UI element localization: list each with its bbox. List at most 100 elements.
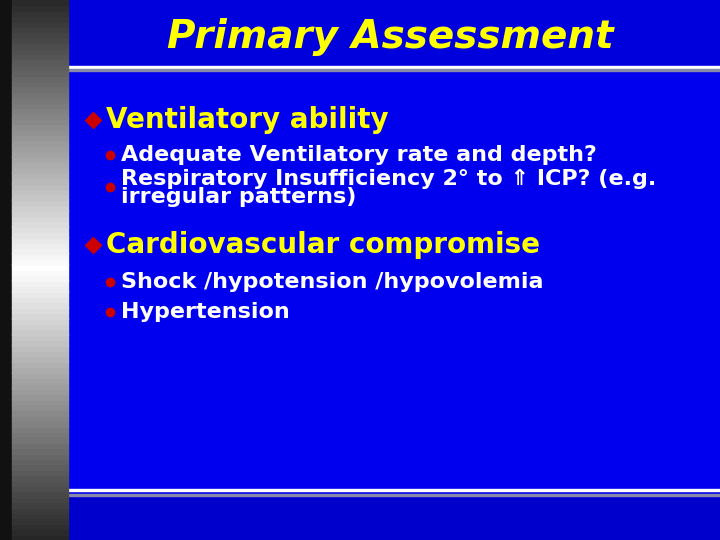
Bar <box>12 134 68 140</box>
Bar <box>12 102 68 108</box>
Text: Cardiovascular compromise: Cardiovascular compromise <box>106 231 540 259</box>
Bar <box>12 43 68 49</box>
Bar <box>12 534 68 540</box>
Bar <box>12 232 68 238</box>
Bar <box>12 377 68 383</box>
Bar <box>12 59 68 65</box>
Bar <box>12 226 68 232</box>
Bar <box>12 113 68 119</box>
Bar <box>12 383 68 389</box>
Text: Ventilatory ability: Ventilatory ability <box>106 106 389 134</box>
Bar <box>12 5 68 11</box>
Bar <box>12 151 68 157</box>
Bar <box>12 0 68 5</box>
Bar <box>12 431 68 437</box>
Bar <box>68 496 720 540</box>
Bar <box>12 523 68 529</box>
Bar <box>0 0 12 540</box>
Bar <box>12 512 68 518</box>
Bar <box>12 448 68 454</box>
Bar <box>12 32 68 38</box>
Bar <box>12 334 68 340</box>
Text: Primary Assessment: Primary Assessment <box>167 18 613 56</box>
Bar <box>12 16 68 22</box>
Bar <box>12 48 68 54</box>
Bar <box>12 205 68 211</box>
Bar <box>12 399 68 405</box>
Bar <box>12 361 68 367</box>
Bar <box>0 496 720 540</box>
Bar <box>12 458 68 464</box>
Bar <box>12 318 68 324</box>
Bar <box>12 421 68 427</box>
Bar <box>12 221 68 227</box>
Bar <box>12 286 68 292</box>
Bar <box>12 496 68 502</box>
Bar <box>68 0 720 65</box>
Bar <box>12 426 68 432</box>
Bar <box>12 469 68 475</box>
Bar <box>12 118 68 124</box>
Bar <box>12 107 68 113</box>
Bar <box>12 280 68 286</box>
Bar <box>12 183 68 189</box>
Bar <box>12 415 68 421</box>
Bar <box>12 388 68 394</box>
Bar <box>12 323 68 329</box>
Bar <box>12 410 68 416</box>
Bar <box>12 518 68 524</box>
Bar <box>12 291 68 297</box>
Bar <box>12 464 68 470</box>
Text: Adequate Ventilatory rate and depth?: Adequate Ventilatory rate and depth? <box>121 145 597 165</box>
Bar <box>12 242 68 248</box>
Bar <box>12 356 68 362</box>
Bar <box>12 26 68 32</box>
Bar <box>12 394 68 400</box>
Bar <box>12 350 68 356</box>
Bar <box>12 156 68 162</box>
Bar <box>68 71 720 496</box>
Bar <box>12 269 68 275</box>
Bar <box>12 145 68 151</box>
Bar <box>12 210 68 216</box>
Bar <box>12 372 68 378</box>
Bar <box>12 124 68 130</box>
Bar <box>12 172 68 178</box>
Text: irregular patterns): irregular patterns) <box>121 187 356 207</box>
Bar <box>12 307 68 313</box>
Bar <box>12 70 68 76</box>
Bar <box>12 91 68 97</box>
Bar <box>12 367 68 373</box>
Bar <box>12 502 68 508</box>
Bar <box>12 259 68 265</box>
Bar <box>12 21 68 27</box>
Bar <box>12 199 68 205</box>
Bar <box>12 37 68 43</box>
Bar <box>12 313 68 319</box>
Bar <box>12 161 68 167</box>
Bar <box>12 167 68 173</box>
Bar <box>0 0 720 18</box>
Bar <box>12 442 68 448</box>
Bar <box>12 75 68 81</box>
Bar <box>12 129 68 135</box>
Bar <box>12 491 68 497</box>
Bar <box>12 97 68 103</box>
Bar <box>12 345 68 351</box>
Bar <box>12 237 68 243</box>
Bar <box>12 507 68 513</box>
Bar <box>68 494 720 496</box>
Bar <box>12 302 68 308</box>
Bar <box>12 188 68 194</box>
Bar <box>12 404 68 410</box>
Bar <box>12 10 68 16</box>
Bar <box>12 529 68 535</box>
Bar <box>12 53 68 59</box>
Text: Shock /hypotension /hypovolemia: Shock /hypotension /hypovolemia <box>121 272 544 292</box>
Bar <box>12 264 68 270</box>
Bar <box>68 66 720 68</box>
Bar <box>12 453 68 459</box>
Bar <box>12 329 68 335</box>
Bar <box>12 86 68 92</box>
Bar <box>68 69 720 71</box>
